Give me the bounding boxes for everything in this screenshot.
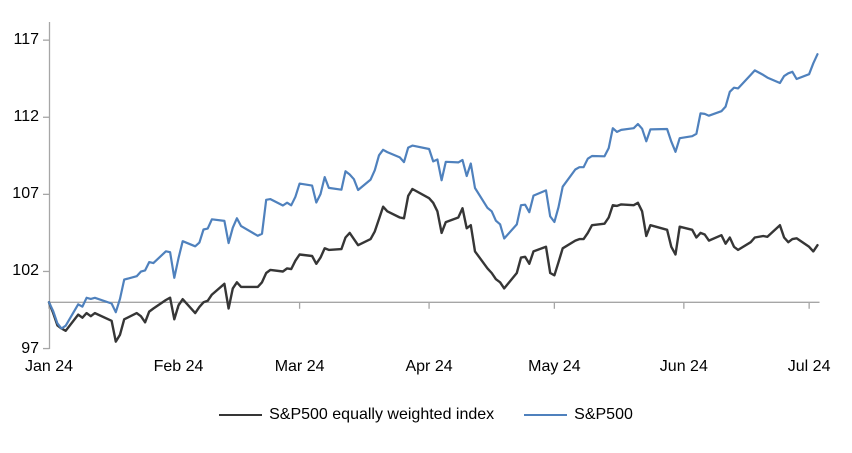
x-tick-label: Mar 24 bbox=[274, 358, 325, 375]
equal-weight-line bbox=[47, 187, 819, 343]
legend: S&P500 equally weighted index S&P500 bbox=[0, 406, 852, 424]
y-tick-label: 117 bbox=[13, 31, 39, 49]
sp500-line bbox=[47, 53, 819, 330]
x-tick-label: Jul 24 bbox=[787, 358, 831, 375]
x-tick-label: May 24 bbox=[528, 358, 581, 375]
legend-item-equal-weight: S&P500 equally weighted index bbox=[219, 406, 494, 424]
x-tick-label: Jan 24 bbox=[24, 358, 74, 375]
y-tick-label: 97 bbox=[21, 339, 39, 357]
legend-label-sp500: S&P500 bbox=[574, 406, 633, 423]
x-tick-label: Feb 24 bbox=[153, 358, 204, 375]
y-tick-label: 107 bbox=[12, 185, 39, 203]
x-tick-label: Jun 24 bbox=[659, 358, 708, 375]
y-tick-label: 112 bbox=[13, 108, 39, 126]
x-tick-label: Apr 24 bbox=[405, 358, 453, 375]
y-tick-label: 102 bbox=[12, 262, 39, 280]
legend-label-equal-weight: S&P500 equally weighted index bbox=[269, 406, 495, 423]
equal-weight-line-swatch bbox=[219, 414, 263, 416]
sp500-line-swatch bbox=[524, 414, 568, 416]
legend-item-sp500: S&P500 bbox=[524, 406, 633, 424]
